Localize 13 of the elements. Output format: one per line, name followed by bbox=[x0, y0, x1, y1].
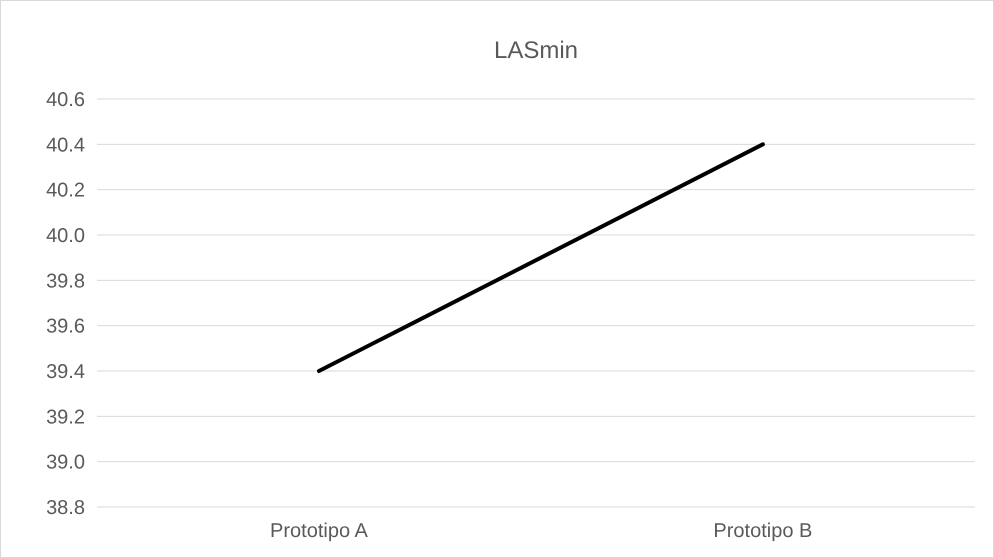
y-tick-label: 40.4 bbox=[46, 134, 85, 156]
y-tick-label: 40.0 bbox=[46, 225, 85, 247]
y-tick-label: 39.4 bbox=[46, 361, 85, 383]
y-tick-label: 39.6 bbox=[46, 316, 85, 338]
y-tick-label: 38.8 bbox=[46, 497, 85, 519]
x-tick-label: Prototipo A bbox=[270, 520, 369, 542]
y-tick-label: 39.0 bbox=[46, 452, 85, 474]
y-tick-label: 40.2 bbox=[46, 180, 85, 202]
chart-title: LASmin bbox=[494, 37, 578, 64]
y-tick-label: 40.6 bbox=[46, 89, 85, 111]
y-tick-label: 39.8 bbox=[46, 270, 85, 292]
y-tick-label: 39.2 bbox=[46, 406, 85, 428]
x-tick-label: Prototipo B bbox=[713, 520, 812, 542]
